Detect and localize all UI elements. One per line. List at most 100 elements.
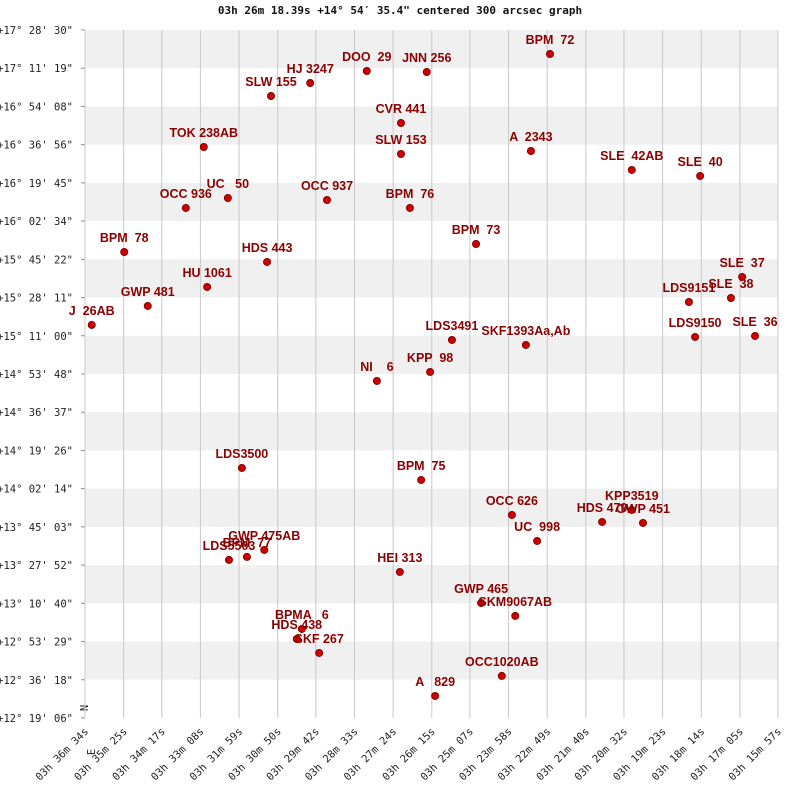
- star-point: [292, 634, 301, 643]
- y-tick-label: +13° 10' 40": [0, 598, 73, 610]
- star-label: BPMA 6: [275, 608, 329, 622]
- y-tick-label: +16° 19' 45": [0, 178, 73, 190]
- star-label: OCC 937: [301, 179, 353, 193]
- star-point: [120, 247, 129, 256]
- star-label: TOK 238AB: [169, 126, 238, 140]
- star-point: [598, 517, 607, 526]
- star-label: NI 6: [360, 360, 393, 374]
- star-point: [426, 367, 435, 376]
- y-tick-label: +14° 19' 26": [0, 445, 73, 457]
- star-point: [431, 691, 440, 700]
- star-point: [395, 567, 404, 576]
- star-point: [477, 598, 486, 607]
- star-label: KPP3519: [605, 489, 659, 503]
- star-point: [199, 143, 208, 152]
- star-label: HDS 443: [242, 241, 293, 255]
- y-tick-label: +14° 36' 37": [0, 407, 73, 419]
- y-tick-label: +15° 28' 11": [0, 293, 73, 305]
- y-tick-label: +13° 45' 03": [0, 522, 73, 534]
- star-point: [751, 331, 760, 340]
- star-point: [422, 67, 431, 76]
- star-point: [362, 66, 371, 75]
- star-label: SLE 42AB: [600, 149, 663, 163]
- star-point: [224, 555, 233, 564]
- y-tick-label: +12° 53' 29": [0, 637, 73, 649]
- star-label: SKM9067AB: [478, 595, 552, 609]
- star-label: A 2343: [509, 130, 552, 144]
- star-point: [203, 282, 212, 291]
- y-tick-label: +17° 11' 19": [0, 63, 73, 75]
- y-tick-label: +15° 45' 22": [0, 254, 73, 266]
- star-point: [181, 203, 190, 212]
- star-label: SLE 37: [720, 256, 765, 270]
- star-point: [511, 611, 520, 620]
- star-label: GWP 475AB: [228, 529, 300, 543]
- star-label: LDS3491: [426, 319, 479, 333]
- star-point: [266, 92, 275, 101]
- star-label: BPM 77: [223, 536, 272, 550]
- star-label: SLW 153: [375, 133, 426, 147]
- star-label: HJ 3247: [287, 62, 334, 76]
- star-point: [472, 239, 481, 248]
- east-marker: E: [86, 749, 98, 755]
- star-point: [372, 376, 381, 385]
- y-tick-label: +16° 54' 08": [0, 101, 73, 113]
- star-point: [497, 671, 506, 680]
- y-tick-label: +15° 11' 00": [0, 331, 73, 343]
- y-tick-label: +16° 02' 34": [0, 216, 73, 228]
- y-tick-label: +14° 02' 14": [0, 484, 73, 496]
- star-point: [684, 297, 693, 306]
- star-point: [237, 463, 246, 472]
- star-point: [405, 203, 414, 212]
- chart-title: 03h 26m 18.39s +14° 54′ 35.4" centered 3…: [218, 4, 582, 17]
- star-point: [545, 50, 554, 59]
- star-point: [87, 320, 96, 329]
- star-point: [143, 301, 152, 310]
- star-point: [417, 475, 426, 484]
- star-label: HEI 313: [377, 551, 422, 565]
- star-label: GWP 451: [616, 502, 670, 516]
- star-label: GWP 465: [454, 582, 508, 596]
- star-point: [627, 165, 636, 174]
- star-label: CVR 441: [376, 102, 427, 116]
- star-label: LDS9151: [663, 281, 716, 295]
- y-tick-label: +14° 53' 48": [0, 369, 73, 381]
- star-label: OCC1020AB: [465, 655, 539, 669]
- star-point: [738, 272, 747, 281]
- star-label: SLE 36: [732, 315, 777, 329]
- star-label: OCC 626: [486, 494, 538, 508]
- star-label: SLE 38: [708, 277, 753, 291]
- star-point: [691, 332, 700, 341]
- star-label: UC 50: [207, 177, 249, 191]
- star-point: [638, 518, 647, 527]
- star-label: SKF1393Aa,Ab: [481, 324, 570, 338]
- star-point: [447, 335, 456, 344]
- star-label: LDS5503: [203, 539, 256, 553]
- star-point: [396, 118, 405, 127]
- star-point: [627, 505, 636, 514]
- star-label: HDS 479: [577, 501, 628, 515]
- star-label: JNN 256: [402, 51, 451, 65]
- star-point: [323, 195, 332, 204]
- star-point: [263, 257, 272, 266]
- star-point: [223, 193, 232, 202]
- star-point: [297, 624, 306, 633]
- y-tick-label: +12° 36' 18": [0, 675, 73, 687]
- star-point: [315, 648, 324, 657]
- star-label: SLW 155: [245, 75, 296, 89]
- star-label: SKF 267: [295, 632, 344, 646]
- star-point: [526, 147, 535, 156]
- star-point: [533, 536, 542, 545]
- y-tick-label: +12° 19' 06": [0, 713, 73, 725]
- star-label: BPM 72: [526, 33, 575, 47]
- star-label: J 26AB: [69, 304, 115, 318]
- star-point: [306, 78, 315, 87]
- star-label: LDS3500: [215, 447, 268, 461]
- star-point: [396, 150, 405, 159]
- star-label: GWP 481: [121, 285, 175, 299]
- star-label: BPM 75: [397, 459, 446, 473]
- star-label: SLE 40: [678, 155, 723, 169]
- star-point: [507, 510, 516, 519]
- star-label: KPP 98: [407, 351, 453, 365]
